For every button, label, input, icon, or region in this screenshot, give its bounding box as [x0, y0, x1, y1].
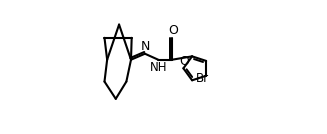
Text: Br: Br [196, 72, 209, 85]
Text: NH: NH [150, 61, 168, 74]
Text: O: O [168, 24, 178, 37]
Text: O: O [179, 55, 189, 68]
Text: N: N [141, 40, 150, 53]
